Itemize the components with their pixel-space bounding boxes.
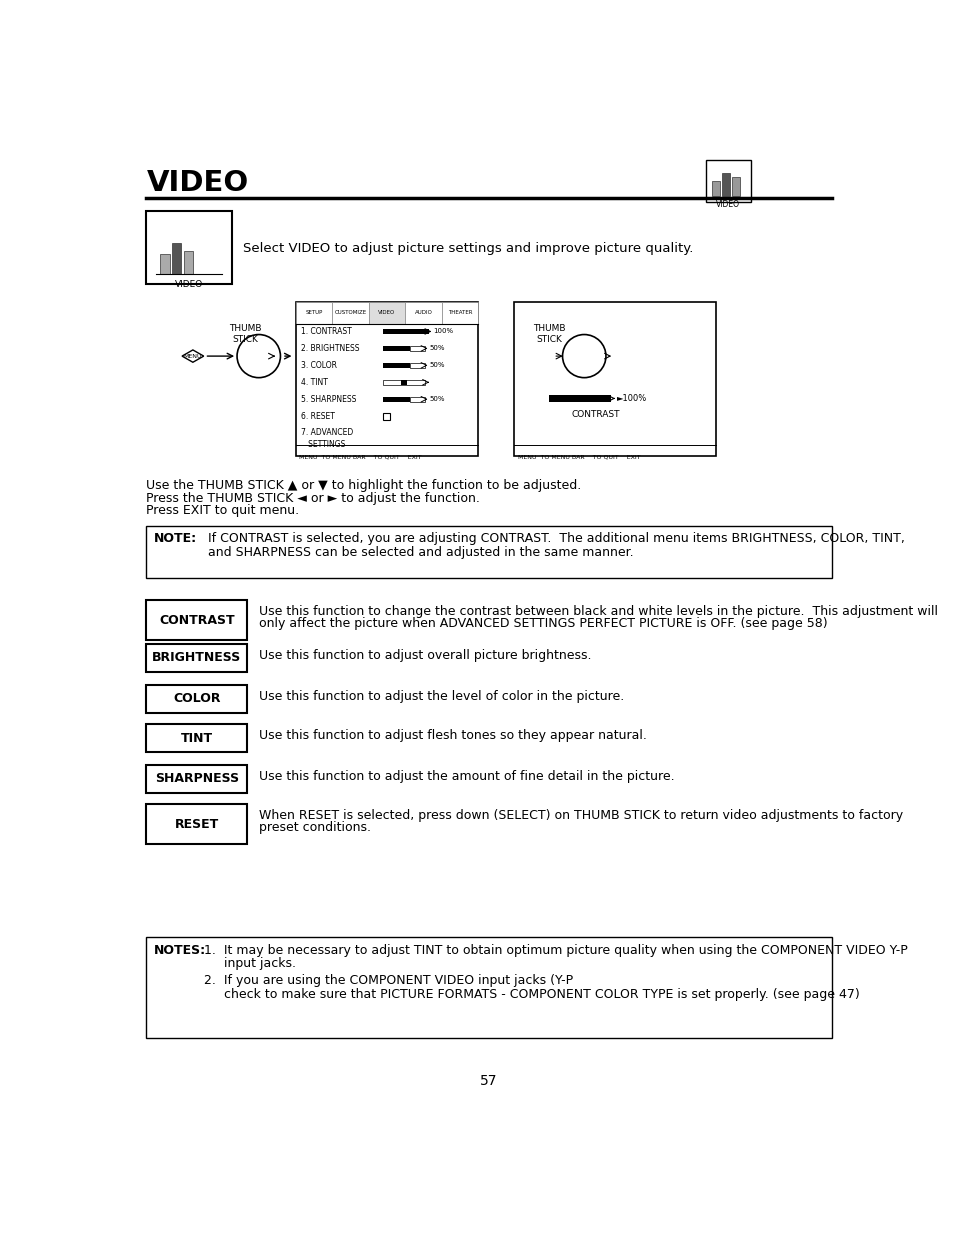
Bar (405, 303, 441, 324)
Bar (382, 363, 410, 368)
Bar (295, 303, 477, 456)
Bar (146, 804, 247, 845)
Bar (146, 724, 247, 752)
Text: VIDEO: VIDEO (174, 280, 203, 289)
Bar (732, 178, 740, 196)
Text: Select VIDEO to adjust picture settings and improve picture quality.: Select VIDEO to adjust picture settings … (243, 242, 693, 254)
Polygon shape (182, 350, 204, 362)
Text: TINT: TINT (180, 731, 213, 745)
Text: 50%: 50% (429, 346, 444, 352)
Text: 2.  If you are using the COMPONENT VIDEO input jacks (Y-P: 2. If you are using the COMPONENT VIDEO … (204, 974, 573, 988)
Text: 5. SHARPNESS: 5. SHARPNESS (300, 395, 355, 404)
Text: NOTE:: NOTE: (154, 531, 197, 545)
Bar (382, 380, 425, 384)
Bar (369, 303, 405, 324)
Text: When RESET is selected, press down (SELECT) on THUMB STICK to return video adjus: When RESET is selected, press down (SELE… (258, 809, 902, 821)
Text: only affect the picture when ADVANCED SETTINGS PERFECT PICTURE is OFF. (see page: only affect the picture when ADVANCED SE… (258, 618, 826, 630)
Text: CONTRAST: CONTRAST (571, 410, 618, 419)
Text: SHARPNESS: SHARPNESS (154, 772, 238, 785)
Bar (401, 380, 406, 384)
Bar (183, 251, 193, 274)
Text: THUMB
STICK: THUMB STICK (229, 324, 261, 343)
Text: 50%: 50% (429, 396, 444, 403)
Text: RESET: RESET (174, 818, 218, 831)
Bar (332, 303, 369, 324)
Text: 50%: 50% (429, 362, 444, 368)
Text: MENU  TO MENU BAR    TO QUIT    EXIT: MENU TO MENU BAR TO QUIT EXIT (298, 454, 421, 459)
Bar (295, 303, 332, 324)
Bar (711, 180, 720, 196)
Bar (146, 685, 247, 713)
Text: Use this function to adjust the level of color in the picture.: Use this function to adjust the level of… (258, 689, 623, 703)
Text: and SHARPNESS can be selected and adjusted in the same manner.: and SHARPNESS can be selected and adjust… (208, 546, 634, 558)
Text: VIDEO: VIDEO (378, 310, 395, 315)
Text: BRIGHTNESS: BRIGHTNESS (152, 651, 241, 664)
Text: 6. RESET: 6. RESET (300, 411, 335, 421)
Text: AUDIO: AUDIO (414, 310, 432, 315)
Text: 2. BRIGHTNESS: 2. BRIGHTNESS (300, 343, 358, 353)
Text: Press EXIT to quit menu.: Press EXIT to quit menu. (146, 504, 299, 517)
Bar (146, 645, 247, 672)
Text: input jacks.: input jacks. (204, 957, 296, 971)
Text: preset conditions.: preset conditions. (258, 821, 371, 834)
Bar (410, 346, 425, 351)
Bar (382, 412, 390, 420)
Text: check to make sure that PICTURE FORMATS - COMPONENT COLOR TYPE is set properly. : check to make sure that PICTURE FORMATS … (204, 988, 860, 1002)
Text: ►100%: ►100% (617, 394, 646, 403)
Text: VIDEO: VIDEO (146, 169, 249, 196)
Bar (410, 396, 425, 401)
Text: COLOR: COLOR (172, 693, 220, 705)
Text: 3. COLOR: 3. COLOR (300, 361, 336, 369)
Text: SETUP: SETUP (305, 310, 322, 315)
Text: NOTES:: NOTES: (154, 944, 206, 957)
Bar (146, 526, 831, 578)
Bar (146, 600, 247, 640)
Text: THUMB
STICK: THUMB STICK (533, 324, 565, 343)
Bar (172, 243, 181, 274)
Text: Use this function to change the contrast between black and white levels in the p: Use this function to change the contrast… (258, 605, 937, 618)
Bar (549, 395, 611, 401)
Text: MENU: MENU (183, 353, 202, 358)
Text: MENU  TO MENU BAR    TO QUIT    EXIT: MENU TO MENU BAR TO QUIT EXIT (517, 454, 639, 459)
Text: 4. TINT: 4. TINT (300, 378, 327, 387)
Bar (705, 159, 750, 203)
Text: VIDEO: VIDEO (716, 200, 740, 209)
Text: Use this function to adjust flesh tones so they appear natural.: Use this function to adjust flesh tones … (258, 729, 646, 742)
Text: 1. CONTRAST: 1. CONTRAST (300, 327, 351, 336)
Bar (441, 303, 477, 324)
Bar (382, 346, 410, 351)
Bar (721, 173, 729, 196)
Text: 100%: 100% (433, 329, 453, 335)
Text: CUSTOMIZE: CUSTOMIZE (335, 310, 366, 315)
Bar (382, 330, 429, 333)
Bar (382, 396, 410, 401)
Bar (514, 303, 716, 456)
Text: Use this function to adjust overall picture brightness.: Use this function to adjust overall pict… (258, 648, 591, 662)
Text: 1.  It may be necessary to adjust TINT to obtain optimum picture quality when us: 1. It may be necessary to adjust TINT to… (204, 944, 907, 957)
Text: Use the THUMB STICK ▲ or ▼ to highlight the function to be adjusted.: Use the THUMB STICK ▲ or ▼ to highlight … (146, 479, 581, 493)
Text: Use this function to adjust the amount of fine detail in the picture.: Use this function to adjust the amount o… (258, 769, 674, 783)
Text: 57: 57 (479, 1074, 497, 1088)
Bar (160, 253, 170, 274)
Text: Press the THUMB STICK ◄ or ► to adjust the function.: Press the THUMB STICK ◄ or ► to adjust t… (146, 492, 479, 505)
Bar (146, 937, 831, 1037)
Text: If CONTRAST is selected, you are adjusting CONTRAST.  The additional menu items : If CONTRAST is selected, you are adjusti… (208, 531, 904, 545)
Bar (410, 363, 425, 368)
Bar (146, 211, 232, 284)
Text: THEATER: THEATER (447, 310, 472, 315)
Bar (146, 764, 247, 793)
Text: 7. ADVANCED
   SETTINGS: 7. ADVANCED SETTINGS (300, 429, 353, 448)
Text: CONTRAST: CONTRAST (159, 614, 234, 626)
